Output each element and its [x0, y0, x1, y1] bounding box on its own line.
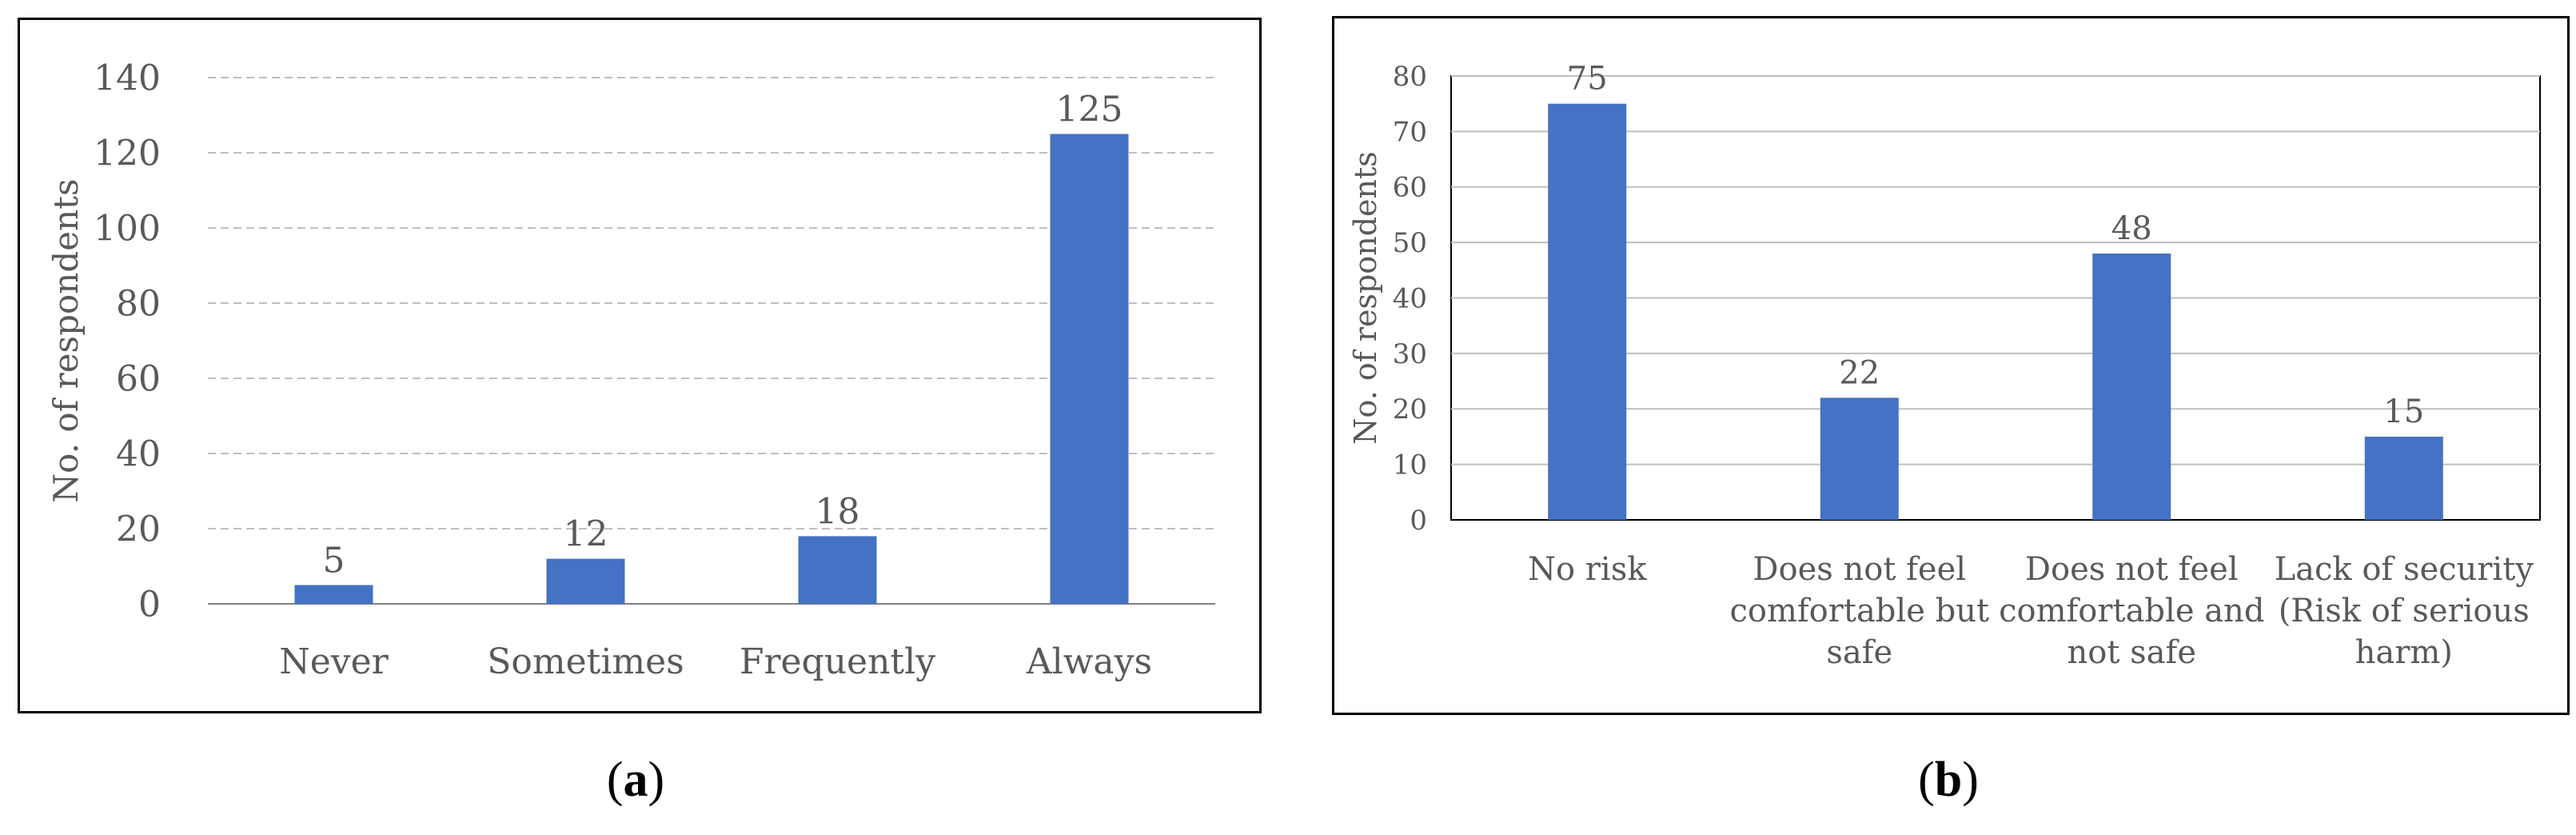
- chart-panel-a: 0 20 40 60 80 100 120 140 5 Never 12 Sometimes 18 Fre…: [18, 18, 1262, 713]
- chart-a-y-axis-label: No. of respondents: [46, 178, 86, 502]
- chart-b-y-axis-label: No. of respondents: [1348, 151, 1383, 445]
- chart-a-data-label: 12: [564, 514, 608, 555]
- chart-b-y-tick-label: 50: [1393, 227, 1427, 259]
- chart-b-bar: [1548, 103, 1627, 520]
- chart-b-category-label: comfortable and: [1999, 593, 2264, 629]
- chart-b-category-label: Does not feel: [1753, 551, 1966, 588]
- chart-b-y-tick-label: 80: [1393, 61, 1427, 93]
- chart-b-y-tick-label: 70: [1393, 116, 1427, 148]
- chart-a-bar: [546, 558, 625, 604]
- bar-chart-b: 0 10 20 30 40 50 60 70 80 75 No risk 22 Does not fee…: [1348, 61, 2541, 671]
- chart-b-y-tick-label: 10: [1393, 449, 1427, 481]
- chart-b-y-tick-label: 20: [1393, 394, 1427, 425]
- chart-a-data-label: 125: [1056, 90, 1123, 130]
- chart-b-y-tick-label: 0: [1410, 505, 1427, 537]
- chart-b-category-label: No risk: [1528, 551, 1647, 588]
- chart-a-category-label: Sometimes: [487, 641, 684, 682]
- chart-a-y-tick-label: 140: [94, 58, 161, 98]
- chart-a-bar: [1050, 134, 1129, 604]
- chart-a-y-tick-label: 80: [116, 283, 161, 324]
- chart-a-bar: [798, 536, 877, 604]
- chart-a-data-label: 5: [323, 541, 345, 581]
- chart-b-y-tick-label: 40: [1393, 282, 1427, 314]
- chart-b-category-label: Does not feel: [2025, 551, 2239, 588]
- chart-a-data-label: 18: [815, 491, 860, 532]
- chart-b-category-label: Lack of security: [2275, 551, 2534, 588]
- chart-b-bar: [2092, 254, 2171, 520]
- chart-a-y-tick-label: 40: [116, 433, 161, 474]
- chart-b-y-tick-label: 60: [1393, 172, 1427, 204]
- caption-b: (b): [1918, 753, 1979, 807]
- chart-b-data-label: 75: [1567, 61, 1608, 98]
- chart-b-category-label: not safe: [2068, 634, 2196, 671]
- chart-b-category-label: comfortable but: [1729, 593, 1989, 629]
- chart-b-bar: [1820, 398, 1899, 520]
- chart-a-category-label: Frequently: [740, 641, 935, 682]
- chart-a-category-label: Never: [279, 641, 389, 682]
- chart-a-y-tick-label: 20: [116, 509, 161, 549]
- chart-a-bar: [294, 585, 373, 604]
- chart-b-data-label: 22: [1839, 354, 1880, 391]
- chart-a-y-tick-label: 0: [138, 584, 161, 625]
- chart-a-y-tick-label: 100: [94, 208, 161, 249]
- chart-b-data-label: 15: [2383, 394, 2424, 430]
- chart-a-y-tick-label: 120: [94, 133, 161, 174]
- chart-b-y-tick-label: 30: [1393, 338, 1427, 370]
- caption-a: (a): [606, 753, 665, 807]
- chart-b-category-label: safe: [1826, 634, 1892, 671]
- bar-chart-a: 0 20 40 60 80 100 120 140 5 Never 12 Sometimes 18 Fre…: [46, 58, 1215, 682]
- chart-b-data-label: 48: [2111, 210, 2152, 247]
- chart-panel-b: 0 10 20 30 40 50 60 70 80 75 No risk 22 Does not fee…: [1332, 16, 2570, 715]
- chart-b-bar: [2364, 436, 2443, 520]
- chart-b-category-label: (Risk of serious: [2279, 593, 2530, 629]
- chart-a-category-label: Always: [1026, 641, 1152, 682]
- chart-b-category-label: harm): [2355, 634, 2453, 671]
- chart-a-y-tick-label: 60: [116, 358, 161, 399]
